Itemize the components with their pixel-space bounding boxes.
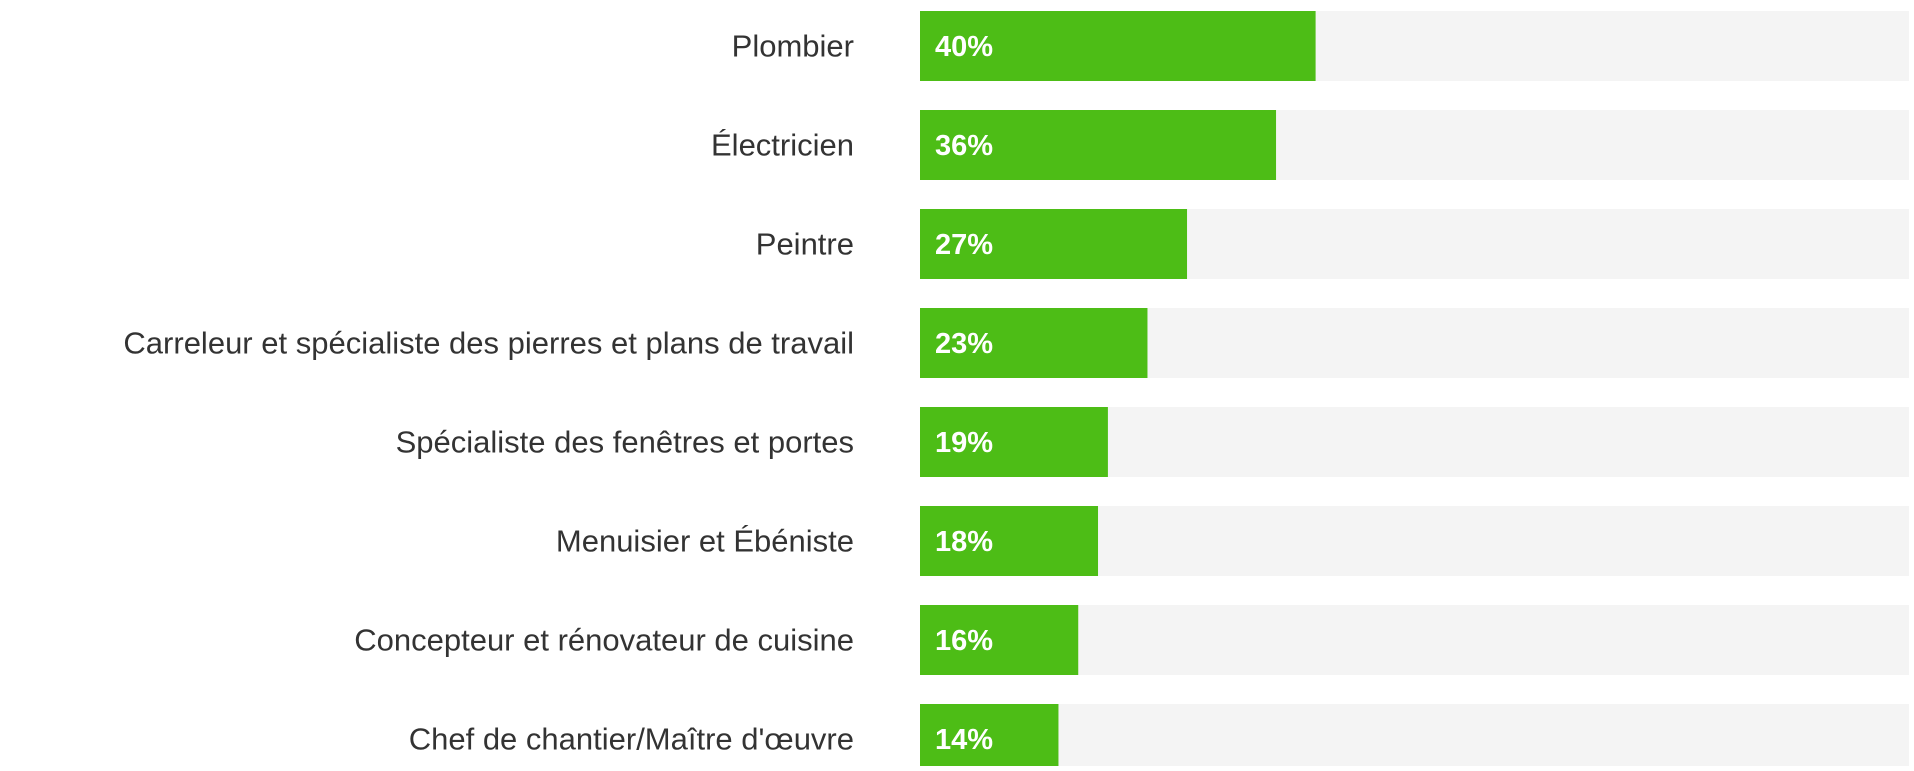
bar [920,605,1079,675]
value-label: 40% [935,31,993,63]
bar-track [920,704,1909,771]
bar [920,407,1108,477]
bar [920,506,1099,576]
value-label: 16% [935,625,993,657]
bar [920,308,1148,378]
category-label: Chef de chantier/Maître d'œuvre [409,722,854,757]
value-label: 27% [935,229,993,261]
category-label: Plombier [732,29,854,64]
category-label: Peintre [756,227,854,262]
value-label: 14% [935,724,993,756]
category-label: Électricien [711,128,854,163]
bar [920,704,1059,771]
category-label: Menuisier et Ébéniste [556,524,854,559]
bar [920,110,1277,180]
value-label: 19% [935,427,993,459]
category-label: Spécialiste des fenêtres et portes [396,425,854,460]
value-label: 36% [935,130,993,162]
category-label: Concepteur et rénovateur de cuisine [354,623,854,658]
value-label: 18% [935,526,993,558]
bar-track [920,605,1909,675]
bar [920,11,1316,81]
bar [920,209,1188,279]
value-label: 23% [935,328,993,360]
category-label: Carreleur et spécialiste des pierres et … [123,326,854,361]
